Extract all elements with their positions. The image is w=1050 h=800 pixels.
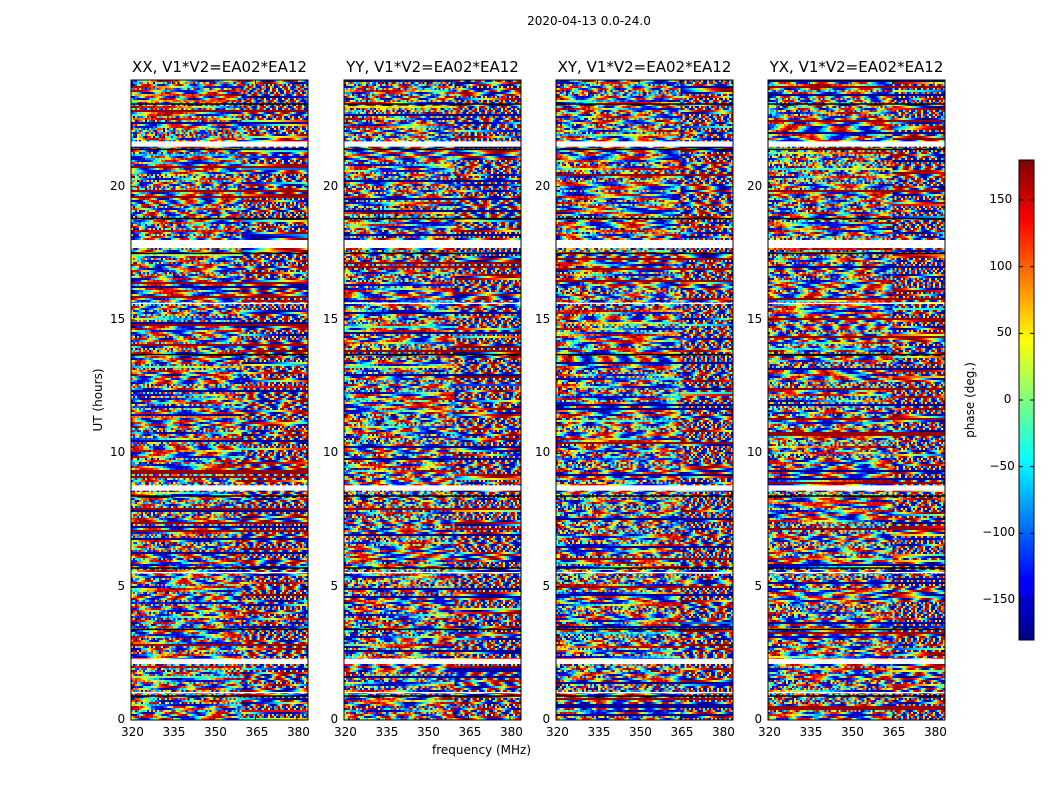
x-tick-label: 335 bbox=[375, 725, 399, 739]
flagged-band bbox=[556, 658, 733, 664]
flagged-band bbox=[344, 302, 521, 304]
x-tick-label: 350 bbox=[416, 725, 440, 739]
y-tick-label: 5 bbox=[754, 578, 763, 593]
flagged-band bbox=[344, 692, 521, 694]
flagged-band bbox=[131, 240, 308, 248]
flagged-band bbox=[768, 302, 945, 304]
x-tick-label: 380 bbox=[923, 725, 947, 739]
y-tick-label: 10 bbox=[110, 445, 126, 460]
colorbar-tick-label: 150 bbox=[989, 192, 1013, 206]
x-axis-label: frequency (MHz) bbox=[432, 743, 532, 757]
colorbar-tick-label: −50 bbox=[989, 458, 1015, 473]
panel-frame bbox=[555, 79, 734, 721]
panel-frame bbox=[130, 79, 309, 721]
flagged-band bbox=[556, 302, 733, 304]
y-tick-label: 5 bbox=[117, 578, 126, 593]
x-tick-label: 335 bbox=[587, 725, 611, 739]
x-tick-label: 320 bbox=[121, 725, 144, 739]
flagged-band bbox=[556, 572, 733, 574]
flagged-band bbox=[131, 485, 308, 491]
flagged-band bbox=[768, 658, 945, 664]
panel-frame bbox=[343, 79, 522, 721]
flagged-band bbox=[768, 692, 945, 694]
y-tick-label: 0 bbox=[330, 712, 339, 726]
y-tick-label: 0 bbox=[117, 712, 126, 726]
colorbar-tick-label: −100 bbox=[982, 525, 1016, 540]
y-axis-label: UT (hours) bbox=[91, 368, 105, 432]
panel-title-xx: XX, V1*V2=EA02*EA12 bbox=[132, 58, 307, 76]
colorbar-tick-label: 0 bbox=[1003, 392, 1012, 406]
y-tick-label: 20 bbox=[323, 178, 339, 193]
x-tick-label: 350 bbox=[840, 725, 864, 739]
flagged-band bbox=[344, 141, 521, 147]
flagged-band bbox=[556, 692, 733, 694]
x-tick-label: 380 bbox=[286, 725, 310, 739]
flagged-band bbox=[768, 240, 945, 248]
y-tick-label: 10 bbox=[535, 445, 551, 460]
colorbar-tick-label: 100 bbox=[989, 258, 1013, 273]
y-tick-label: 5 bbox=[542, 578, 551, 593]
x-tick-label: 380 bbox=[711, 725, 735, 739]
figure-suptitle: 2020-04-13 0.0-24.0 bbox=[527, 14, 651, 28]
x-tick-label: 350 bbox=[203, 725, 227, 739]
y-tick-label: 15 bbox=[323, 312, 339, 326]
x-tick-label: 380 bbox=[499, 725, 523, 739]
flagged-band bbox=[556, 141, 733, 147]
y-tick-label: 20 bbox=[747, 178, 763, 193]
x-tick-label: 365 bbox=[670, 725, 694, 739]
colorbar-tick-label: 50 bbox=[996, 325, 1012, 340]
y-tick-label: 5 bbox=[330, 578, 339, 593]
flagged-band bbox=[556, 240, 733, 248]
y-tick-label: 10 bbox=[323, 445, 339, 460]
x-tick-label: 320 bbox=[334, 725, 357, 739]
y-tick-label: 0 bbox=[542, 712, 551, 726]
colorbar-tick-label: −150 bbox=[982, 592, 1016, 606]
panel-title-yx: YX, V1*V2=EA02*EA12 bbox=[769, 58, 944, 76]
flagged-band bbox=[556, 485, 733, 491]
y-tick-label: 15 bbox=[535, 312, 551, 326]
panel-xx-heatmap bbox=[131, 80, 308, 720]
panel-title-yy: YY, V1*V2=EA02*EA12 bbox=[346, 58, 519, 76]
flagged-band bbox=[768, 485, 945, 491]
flagged-band bbox=[131, 658, 308, 664]
x-tick-label: 350 bbox=[628, 725, 652, 739]
flagged-band bbox=[131, 572, 308, 574]
y-tick-label: 10 bbox=[747, 445, 763, 460]
x-tick-label: 335 bbox=[799, 725, 823, 739]
y-tick-label: 20 bbox=[110, 178, 126, 193]
x-tick-label: 320 bbox=[546, 725, 569, 739]
flagged-band bbox=[131, 141, 308, 147]
panel-xy-heatmap bbox=[556, 80, 733, 720]
flagged-band bbox=[768, 141, 945, 147]
panel-yx-heatmap bbox=[768, 80, 945, 720]
panel-frame bbox=[767, 79, 946, 721]
flagged-band bbox=[344, 658, 521, 664]
x-tick-label: 320 bbox=[758, 725, 781, 739]
panel-yy-heatmap bbox=[344, 80, 521, 720]
y-tick-label: 20 bbox=[535, 178, 551, 193]
flagged-band bbox=[131, 302, 308, 304]
x-tick-label: 365 bbox=[458, 725, 482, 739]
y-tick-label: 0 bbox=[754, 712, 763, 726]
y-tick-label: 15 bbox=[110, 312, 126, 326]
panel-title-xy: XY, V1*V2=EA02*EA12 bbox=[557, 58, 732, 76]
x-tick-label: 335 bbox=[162, 725, 186, 739]
flagged-band bbox=[344, 485, 521, 491]
flagged-band bbox=[768, 572, 945, 574]
x-tick-label: 365 bbox=[882, 725, 906, 739]
flagged-band bbox=[131, 692, 308, 694]
flagged-band bbox=[344, 240, 521, 248]
colorbar-label: phase (deg.) bbox=[963, 362, 977, 438]
x-tick-label: 365 bbox=[245, 725, 269, 739]
y-tick-label: 15 bbox=[747, 312, 763, 326]
flagged-band bbox=[344, 572, 521, 574]
